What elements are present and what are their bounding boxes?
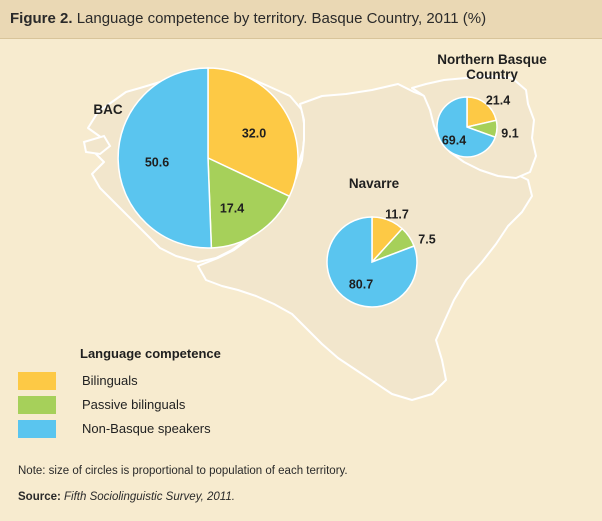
figure-label: Figure 2. [10,10,73,27]
territory-label-bac: BAC [93,102,122,117]
data-label-northern-basque-country-non-basque-speakers: 69.4 [442,133,466,147]
data-label-navarre-non-basque-speakers: 80.7 [349,277,373,291]
legend-label-non-basque-speakers: Non-Basque speakers [82,421,211,436]
source-text: Fifth Sociolinguistic Survey, 2011. [64,491,235,503]
legend-title: Language competence [80,346,221,361]
territory-label-northern-basque-country-line-1: Northern Basque [437,52,547,67]
legend-swatch-non-basque-speakers [18,420,56,438]
chart-legend: Language competence Bilinguals Passive b… [18,346,318,438]
territory-map-chart: 32.0 17.4 50.6 BAC 11.7 7.5 80.7 Navarre 21.4 9.1… [82,52,547,401]
pie-slice-bac-bilinguals [207,67,299,198]
pie-slice-northern-basque-country-non-basque-speakers [436,96,497,158]
territory-bac-enclave [82,134,112,156]
figure-title-text: Language competence by territory. Basque… [76,10,487,27]
data-label-bac-passive-bilinguals: 17.4 [220,201,244,215]
data-label-navarre-bilinguals: 11.7 [385,207,409,221]
pie-bac: 32.0 17.4 50.6 BAC [93,67,299,249]
legend-label-bilinguals: Bilinguals [82,373,138,388]
pie-charts: 32.0 17.4 50.6 BAC 11.7 7.5 80.7 Navarre 21.4 9.1… [93,52,547,308]
pie-slice-navarre-non-basque-speakers [326,216,418,308]
footnote: Note: size of circles is proportional to… [18,465,348,477]
source-line: Source: Fifth Sociolinguistic Survey, 20… [18,491,235,503]
legend-label-passive-bilinguals: Passive bilinguals [82,397,186,412]
data-label-bac-bilinguals: 32.0 [242,126,266,140]
source-label: Source: [18,491,61,503]
data-label-northern-basque-country-passive-bilinguals: 9.1 [501,126,518,140]
pie-slice-bac-non-basque-speakers [117,67,213,249]
territory-label-northern-basque-country-line-2: Country [466,67,518,82]
territory-label-navarre: Navarre [349,176,400,191]
legend-swatch-passive-bilinguals [18,396,56,414]
pie-navarre: 11.7 7.5 80.7 Navarre [326,176,436,308]
data-label-northern-basque-country-bilinguals: 21.4 [486,93,510,107]
title-bar: Figure 2. Language competence by territo… [0,0,602,39]
pie-slice-northern-basque-country-bilinguals [466,96,498,128]
data-label-navarre-passive-bilinguals: 7.5 [418,232,435,246]
legend-swatch-bilinguals [18,372,56,390]
data-label-bac-non-basque-speakers: 50.6 [145,155,169,169]
figure-title: Figure 2. Language competence by territo… [10,10,486,27]
pie-slice-bac-passive-bilinguals [207,156,291,249]
